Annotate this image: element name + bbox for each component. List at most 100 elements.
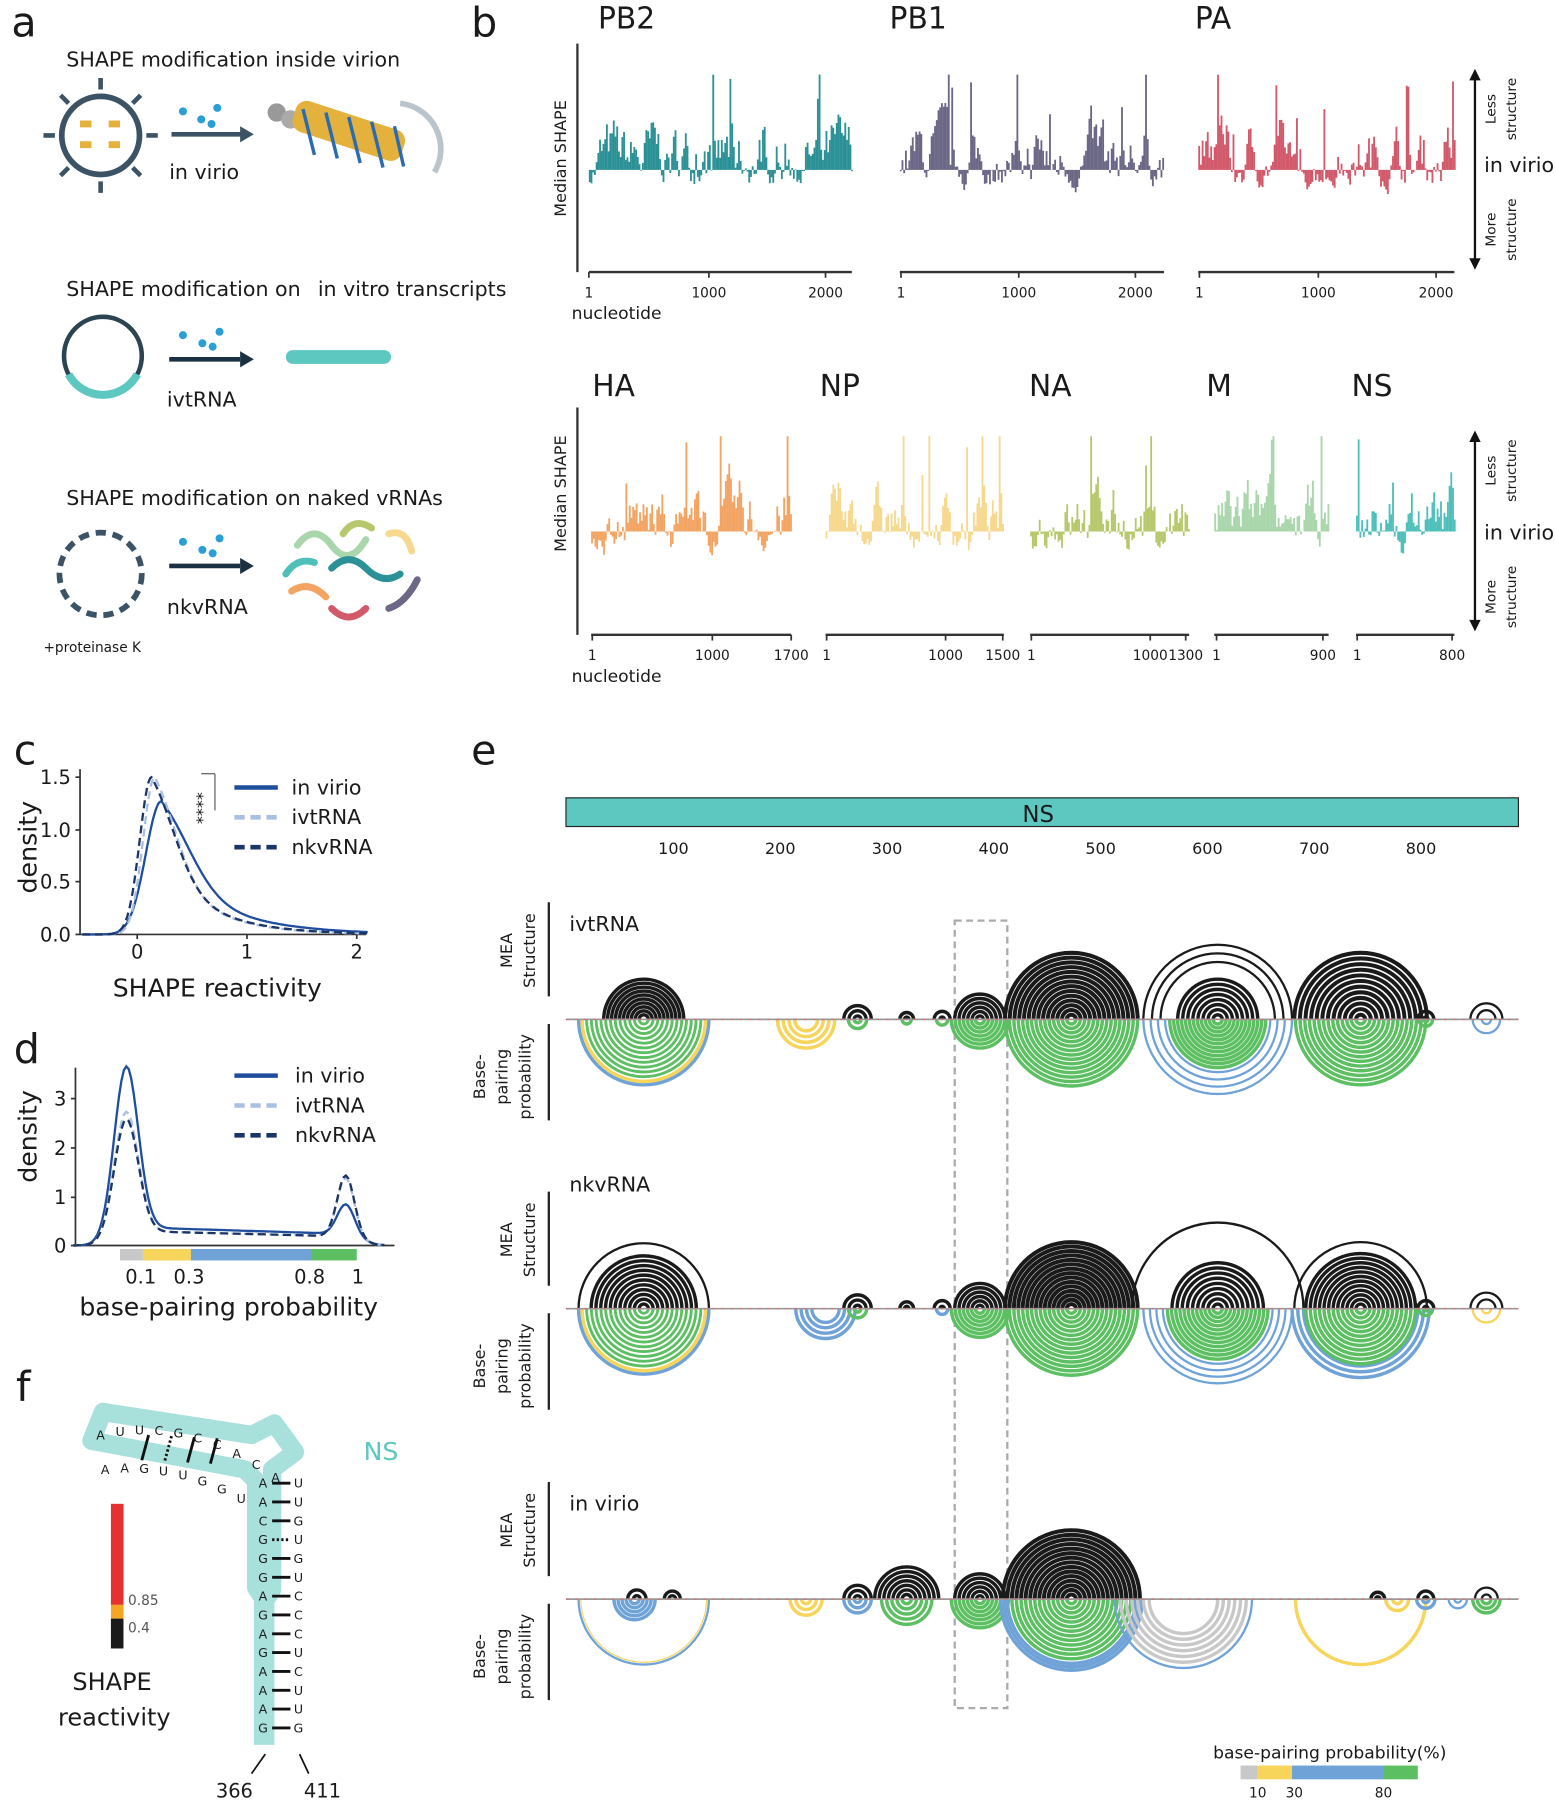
- profile-bar: [1064, 169, 1067, 177]
- profile-bar: [1390, 165, 1393, 170]
- arc: [953, 1281, 1007, 1309]
- profile-bar: [648, 138, 651, 170]
- arrow-head: [240, 557, 254, 574]
- probability-band: [142, 1248, 191, 1261]
- arc: [842, 1583, 873, 1600]
- arc: [1322, 1270, 1399, 1309]
- profile-bar: [1448, 485, 1451, 532]
- arc: [1060, 1297, 1083, 1309]
- profile-bar: [1013, 154, 1015, 170]
- tick-label: 10: [1249, 1786, 1266, 1800]
- profile-bar: [596, 531, 599, 550]
- arc: [1416, 1009, 1436, 1020]
- profile-bar: [764, 531, 767, 548]
- profile-bar: [1281, 523, 1283, 532]
- arc: [1147, 1599, 1220, 1636]
- profile-bar: [621, 137, 624, 170]
- arc: [1335, 1019, 1386, 1045]
- profile-bar: [1419, 529, 1422, 532]
- profile-bar: [1292, 154, 1295, 170]
- profile-bar: [815, 139, 818, 170]
- profile-bar: [1250, 503, 1253, 532]
- nucleotide: C: [193, 1430, 202, 1445]
- arc: [957, 1286, 1003, 1309]
- profile-bar: [1428, 519, 1430, 532]
- tick-label: 1: [588, 648, 597, 664]
- arc: [1170, 1261, 1266, 1309]
- profile-bar: [993, 513, 996, 532]
- profile-bar: [1241, 508, 1244, 532]
- nucleotide: A: [259, 1495, 268, 1510]
- profile-bar: [1265, 496, 1268, 532]
- profile-bar: [628, 161, 631, 170]
- arc: [1000, 1528, 1142, 1600]
- arc: [1336, 1308, 1386, 1334]
- profile-bar: [1179, 518, 1182, 532]
- arc: [973, 1598, 987, 1606]
- profile-bar: [1378, 531, 1381, 536]
- profile-bar: [871, 520, 874, 532]
- profile-bar: [690, 169, 692, 182]
- profile-bar: [1121, 531, 1123, 537]
- profile-bar: [1258, 169, 1261, 188]
- profile-bar: [1091, 493, 1094, 532]
- profile-bar: [1016, 74, 1019, 170]
- profile-bar: [630, 517, 633, 532]
- profile-bar: [954, 531, 956, 536]
- profile-bar: [1074, 519, 1077, 532]
- profile-bar: [768, 169, 771, 184]
- profile-bar: [728, 463, 731, 532]
- profile-bar: [806, 142, 809, 170]
- profile-bar: [990, 516, 992, 532]
- arc: [1211, 1013, 1224, 1020]
- arc: [1028, 1599, 1115, 1643]
- segment-name: M: [1206, 369, 1232, 404]
- profile-bar: [903, 169, 906, 174]
- profile-bar: [1066, 504, 1069, 532]
- profile-bar: [1398, 531, 1401, 543]
- profile-bar: [1222, 516, 1225, 532]
- profile-bar: [1397, 531, 1400, 541]
- arc: [1179, 1019, 1256, 1058]
- profile-bar: [1407, 514, 1410, 532]
- arc: [1469, 1291, 1504, 1309]
- segment-name: HA: [592, 369, 635, 404]
- profile-bar: [694, 499, 696, 532]
- profile-bar: [746, 169, 749, 172]
- profile-bar: [1374, 147, 1377, 170]
- profile-bar: [958, 169, 960, 177]
- arc: [846, 1019, 869, 1031]
- arc: [1175, 977, 1260, 1020]
- arc: [1317, 1308, 1404, 1352]
- profile-bar: [1453, 519, 1456, 532]
- profile-bar: [1055, 169, 1058, 173]
- profile-bar: [1294, 531, 1297, 536]
- label: pairing: [493, 1338, 512, 1394]
- arc: [1322, 1308, 1399, 1348]
- profile-bar: [1318, 169, 1321, 182]
- profile-bar: [1102, 119, 1105, 170]
- spikes: [43, 78, 158, 193]
- profile-bar: [1021, 169, 1024, 174]
- profile-bar: [690, 507, 693, 532]
- profile-bar: [638, 164, 641, 170]
- profile-bar: [1002, 169, 1005, 172]
- profile-bar: [810, 155, 812, 170]
- profile-bar: [777, 162, 780, 170]
- nucleotide: G: [258, 1532, 268, 1547]
- profile-bar: [676, 161, 679, 170]
- profile-bar: [1362, 531, 1365, 538]
- profile-bar: [842, 135, 845, 170]
- profile-bar: [1318, 531, 1321, 547]
- profile-bar: [912, 531, 915, 548]
- profile-bar: [937, 531, 939, 541]
- profile-bar: [1246, 143, 1249, 170]
- profile-bar: [1390, 514, 1393, 532]
- arc: [898, 1010, 916, 1020]
- arc: [886, 1579, 927, 1600]
- arc: [1186, 988, 1250, 1020]
- profile-bar: [732, 146, 735, 170]
- profile-bar: [1235, 169, 1238, 178]
- profile-bar: [966, 447, 968, 532]
- profile-bar: [923, 169, 926, 173]
